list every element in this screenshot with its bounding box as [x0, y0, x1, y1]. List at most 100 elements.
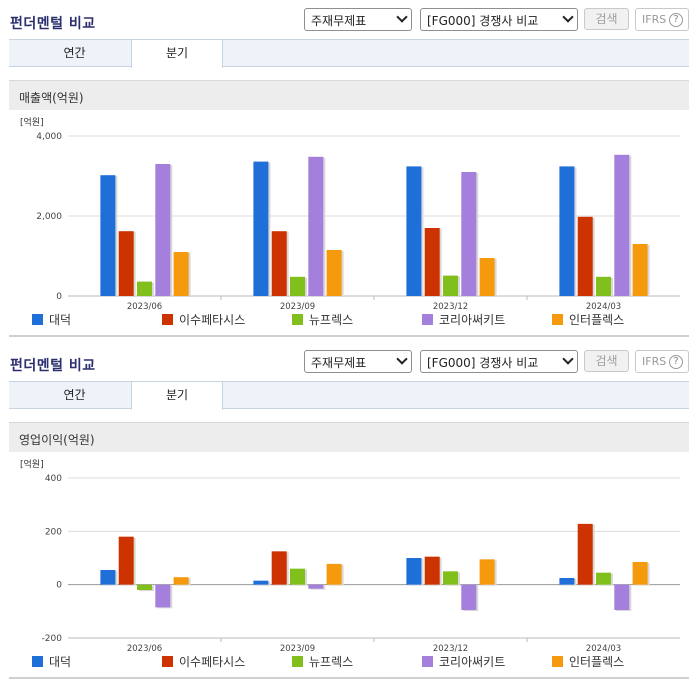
y-tick-label: 4,000 — [36, 132, 62, 142]
y-tick-label: 0 — [56, 581, 62, 591]
bar-인터플렉스-2023/12 — [479, 258, 495, 296]
bar-이수페타시스-2023/09 — [271, 231, 287, 296]
chevron-down-icon — [562, 11, 574, 23]
legend-swatch — [552, 314, 563, 325]
x-tick-label: 2023/09 — [280, 644, 315, 654]
divider — [9, 677, 689, 679]
x-tick-label: 2023/12 — [433, 302, 468, 312]
ifrs-button[interactable]: IFRS ? — [635, 8, 689, 31]
divider — [9, 335, 689, 337]
group-select-value: [FG000] 경쟁사 비교 — [427, 356, 539, 370]
legend-label: 뉴프렉스 — [309, 313, 353, 327]
panel-header: 펀더멘털 비교 주재무제표 [FG000] 경쟁사 비교 검색 IFRS ? — [0, 342, 696, 380]
section-title: 매출액(억원) — [9, 80, 689, 110]
bar-이수페타시스-2024/03 — [577, 216, 593, 296]
ifrs-label: IFRS — [642, 13, 667, 26]
help-icon: ? — [669, 355, 683, 369]
tab-annual[interactable]: 연간 — [63, 46, 86, 60]
bar-인터플렉스-2023/09 — [326, 250, 342, 296]
legend-label: 인터플렉스 — [569, 313, 624, 327]
legend-swatch — [422, 314, 433, 325]
bar-인터플렉스-2023/09 — [326, 563, 342, 585]
bar-코리아써키트-2023/09 — [308, 584, 324, 589]
chevron-down-icon — [562, 353, 574, 365]
group-select[interactable]: [FG000] 경쟁사 비교 — [420, 8, 578, 31]
bar-뉴프렉스-2023/12 — [443, 275, 458, 296]
period-tabs: 연간 분기 — [9, 381, 689, 410]
tab-quarterly[interactable]: 분기 — [131, 39, 223, 68]
bar-이수페타시스-2024/03 — [577, 523, 593, 585]
y-tick-label: 200 — [45, 527, 62, 537]
legend-swatch — [32, 656, 43, 667]
ifrs-button[interactable]: IFRS ? — [635, 350, 689, 373]
bar-대덕-2023/06 — [100, 175, 116, 296]
fundamental-panel-operating-profit: 펀더멘털 비교 주재무제표 [FG000] 경쟁사 비교 검색 IFRS ? 연… — [0, 342, 696, 684]
legend-label: 코리아써키트 — [439, 313, 505, 327]
y-tick-label: -200 — [42, 634, 63, 644]
group-select-value: [FG000] 경쟁사 비교 — [427, 14, 539, 28]
statement-select[interactable]: 주재무제표 — [304, 350, 412, 373]
panel-header: 펀더멘털 비교 주재무제표 [FG000] 경쟁사 비교 검색 IFRS ? — [0, 0, 696, 38]
bar-코리아써키트-2023/12 — [461, 584, 477, 610]
ifrs-label: IFRS — [642, 355, 667, 368]
bar-뉴프렉스-2024/03 — [596, 572, 611, 585]
x-tick-label: 2024/03 — [586, 302, 621, 312]
bar-이수페타시스-2023/12 — [424, 556, 440, 585]
bar-코리아써키트-2023/06 — [155, 164, 171, 296]
revenue-chart: [억원] 0 2,000 4,000 2023/06 2023/09 2023/12 2024… — [20, 116, 680, 327]
operating-profit-chart: [억원] -200 0 200 400 2023/06 2023/09 2023/12 2024… — [20, 458, 680, 669]
legend-label: 뉴프렉스 — [309, 655, 353, 669]
group-select[interactable]: [FG000] 경쟁사 비교 — [420, 350, 578, 373]
bar-대덕-2023/12 — [406, 166, 422, 296]
legend-swatch — [552, 656, 563, 667]
bar-대덕-2024/03 — [559, 166, 575, 296]
tab-quarterly[interactable]: 분기 — [131, 381, 223, 410]
bar-대덕-2023/06 — [100, 570, 116, 585]
panel-title: 펀더멘털 비교 — [10, 16, 96, 32]
search-button[interactable]: 검색 — [584, 8, 629, 30]
bar-뉴프렉스-2023/09 — [290, 276, 305, 296]
statement-select[interactable]: 주재무제표 — [304, 8, 412, 31]
bar-대덕-2023/12 — [406, 558, 422, 585]
legend-label: 코리아써키트 — [439, 655, 505, 669]
statement-select-value: 주재무제표 — [311, 356, 367, 370]
legend-label: 대덕 — [49, 655, 71, 669]
fundamental-panel-revenue: 펀더멘털 비교 주재무제표 [FG000] 경쟁사 비교 검색 IFRS ? 연… — [0, 0, 696, 337]
unit-label: [억원] — [20, 458, 44, 470]
legend-label: 이수페타시스 — [179, 313, 245, 327]
bar-코리아써키트-2023/09 — [308, 156, 324, 296]
legend-swatch — [32, 314, 43, 325]
bar-뉴프렉스-2023/12 — [443, 571, 458, 585]
legend-swatch — [162, 656, 173, 667]
bar-코리아써키트-2024/03 — [614, 154, 630, 296]
y-tick-label: 2,000 — [36, 212, 62, 222]
bar-대덕-2023/09 — [253, 161, 269, 296]
period-tabs: 연간 분기 — [9, 39, 689, 68]
x-tick-label: 2023/12 — [433, 644, 468, 654]
bar-뉴프렉스-2023/09 — [290, 568, 305, 585]
help-icon: ? — [669, 13, 683, 27]
section-title: 영업이익(억원) — [9, 422, 689, 452]
bar-인터플렉스-2024/03 — [632, 244, 648, 296]
panel-title: 펀더멘털 비교 — [10, 358, 96, 374]
bar-이수페타시스-2023/09 — [271, 551, 287, 585]
bar-뉴프렉스-2023/06 — [137, 584, 152, 590]
legend-swatch — [292, 314, 303, 325]
bar-인터플렉스-2024/03 — [632, 562, 648, 585]
y-tick-label: 0 — [56, 292, 62, 302]
bar-뉴프렉스-2024/03 — [596, 276, 611, 296]
bar-인터플렉스-2023/06 — [173, 577, 189, 585]
tab-annual[interactable]: 연간 — [63, 388, 86, 402]
bar-코리아써키트-2023/06 — [155, 584, 171, 608]
y-tick-label: 400 — [45, 474, 62, 484]
bar-뉴프렉스-2023/06 — [137, 281, 152, 296]
bar-인터플렉스-2023/06 — [173, 252, 189, 296]
bar-이수페타시스-2023/12 — [424, 228, 440, 296]
chevron-down-icon — [396, 353, 408, 365]
x-tick-label: 2024/03 — [586, 644, 621, 654]
bar-인터플렉스-2023/12 — [479, 559, 495, 585]
search-button[interactable]: 검색 — [584, 350, 629, 372]
bar-이수페타시스-2023/06 — [118, 231, 134, 296]
bar-코리아써키트-2024/03 — [614, 584, 630, 610]
bar-대덕-2023/09 — [253, 580, 269, 585]
